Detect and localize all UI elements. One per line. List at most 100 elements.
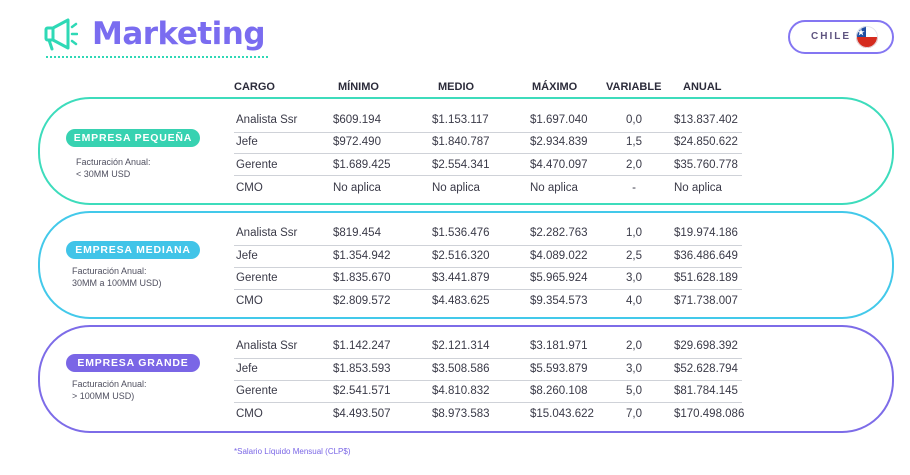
cell-minimo: $1.689.425 — [333, 159, 391, 171]
chile-flag-icon — [856, 26, 878, 48]
revenue-label: Facturación Anual: — [72, 379, 147, 389]
row-divider — [234, 175, 742, 176]
cell-maximo: $8.260.108 — [530, 385, 588, 397]
cell-variable: 2,0 — [626, 159, 642, 171]
column-header-variable: VARIABLE — [606, 81, 662, 93]
cell-minimo: $4.493.507 — [333, 408, 391, 420]
column-header-maximo: MÁXIMO — [532, 81, 578, 93]
cell-medio: $1.840.787 — [432, 136, 490, 148]
revenue-label: Facturación Anual: — [76, 157, 151, 167]
cell-variable: 1,0 — [626, 227, 642, 239]
cell-medio: $2.554.341 — [432, 159, 490, 171]
footnote: *Salario Líquido Mensual (CLP$) — [234, 447, 351, 456]
column-header-minimo: MÍNIMO — [338, 81, 379, 93]
cell-cargo: CMO — [236, 295, 263, 307]
cell-medio: $4.483.625 — [432, 295, 490, 307]
row-divider — [234, 358, 742, 359]
cell-medio: $2.516.320 — [432, 250, 490, 262]
cell-minimo: $1.853.593 — [333, 363, 391, 375]
megaphone-icon — [44, 18, 78, 51]
row-divider — [234, 380, 742, 381]
cell-medio: $1.536.476 — [432, 227, 490, 239]
badge-medium-company: EMPRESA MEDIANA — [66, 241, 200, 259]
cell-cargo: Jefe — [236, 136, 258, 148]
column-header-anual: ANUAL — [683, 81, 722, 93]
cell-cargo: Gerente — [236, 272, 278, 284]
cell-anual: $29.698.392 — [674, 340, 738, 352]
cell-maximo: $4.470.097 — [530, 159, 588, 171]
cell-variable: 3,0 — [626, 272, 642, 284]
cell-variable: 4,0 — [626, 295, 642, 307]
cell-variable: 7,0 — [626, 408, 642, 420]
cell-cargo: Jefe — [236, 250, 258, 262]
cell-cargo: CMO — [236, 408, 263, 420]
cell-cargo: Analista Ssr — [236, 114, 298, 126]
cell-cargo: Jefe — [236, 363, 258, 375]
cell-variable: 1,5 — [626, 136, 642, 148]
cell-anual: $52.628.794 — [674, 363, 738, 375]
revenue-range: < 30MM USD — [76, 169, 131, 179]
cell-cargo: Gerente — [236, 385, 278, 397]
cell-maximo: $2.282.763 — [530, 227, 588, 239]
revenue-range: 30MM a 100MM USD) — [72, 278, 162, 288]
cell-minimo: $972.490 — [333, 136, 381, 148]
cell-maximo: $15.043.622 — [530, 408, 594, 420]
cell-minimo: $2.809.572 — [333, 295, 391, 307]
column-header-cargo: CARGO — [234, 81, 275, 93]
country-label: CHILE — [811, 31, 851, 42]
badge-small-company: EMPRESA PEQUEÑA — [66, 129, 200, 147]
revenue-range: > 100MM USD) — [72, 391, 135, 401]
cell-variable: 3,0 — [626, 363, 642, 375]
section-large-company — [38, 325, 894, 433]
row-divider — [234, 245, 742, 246]
row-divider — [234, 402, 742, 403]
cell-maximo: $2.934.839 — [530, 136, 588, 148]
row-divider — [234, 267, 742, 268]
cell-minimo: $1.835.670 — [333, 272, 391, 284]
cell-variable: 2,5 — [626, 250, 642, 262]
cell-medio: $2.121.314 — [432, 340, 490, 352]
cell-minimo: $819.454 — [333, 227, 381, 239]
cell-cargo: Gerente — [236, 159, 278, 171]
cell-anual: No aplica — [674, 182, 722, 194]
cell-minimo: $2.541.571 — [333, 385, 391, 397]
badge-large-company: EMPRESA GRANDE — [66, 354, 200, 372]
title-underline — [46, 56, 268, 58]
section-medium-company — [38, 211, 894, 319]
cell-medio: $3.441.879 — [432, 272, 490, 284]
cell-anual: $170.498.086 — [674, 408, 745, 420]
cell-maximo: $3.181.971 — [530, 340, 588, 352]
row-divider — [234, 132, 742, 133]
cell-variable: 2,0 — [626, 340, 642, 352]
cell-medio: No aplica — [432, 182, 480, 194]
cell-minimo: $1.142.247 — [333, 340, 391, 352]
cell-cargo: CMO — [236, 182, 263, 194]
cell-maximo: $1.697.040 — [530, 114, 588, 126]
cell-maximo: $9.354.573 — [530, 295, 588, 307]
cell-anual: $35.760.778 — [674, 159, 738, 171]
cell-anual: $51.628.189 — [674, 272, 738, 284]
cell-medio: $1.153.117 — [432, 114, 489, 126]
cell-maximo: $4.089.022 — [530, 250, 588, 262]
row-divider — [234, 153, 742, 154]
cell-medio: $8.973.583 — [432, 408, 490, 420]
cell-medio: $3.508.586 — [432, 363, 490, 375]
cell-minimo: $1.354.942 — [333, 250, 391, 262]
cell-variable: 5,0 — [626, 385, 642, 397]
column-header-medio: MEDIO — [438, 81, 475, 93]
cell-variable: - — [632, 182, 636, 194]
cell-anual: $13.837.402 — [674, 114, 738, 126]
country-selector-button[interactable]: CHILE — [788, 20, 894, 54]
revenue-label: Facturación Anual: — [72, 266, 147, 276]
cell-anual: $24.850.622 — [674, 136, 738, 148]
cell-maximo: $5.593.879 — [530, 363, 588, 375]
cell-anual: $71.738.007 — [674, 295, 738, 307]
cell-maximo: $5.965.924 — [530, 272, 588, 284]
page-title: Marketing — [92, 16, 266, 52]
cell-anual: $19.974.186 — [674, 227, 738, 239]
cell-variable: 0,0 — [626, 114, 642, 126]
cell-minimo: No aplica — [333, 182, 381, 194]
cell-maximo: No aplica — [530, 182, 578, 194]
cell-minimo: $609.194 — [333, 114, 381, 126]
cell-anual: $81.784.145 — [674, 385, 738, 397]
